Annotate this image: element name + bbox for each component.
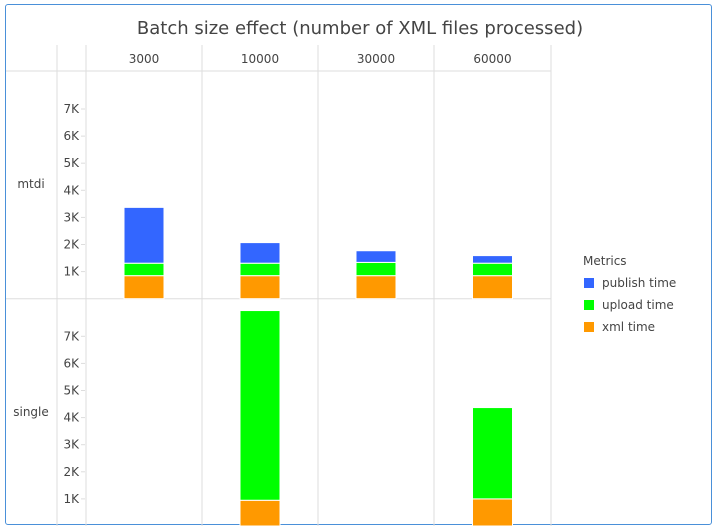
bar-xml-time-mtdi-10000 — [239, 275, 281, 300]
bar-upload-time-mtdi-60000 — [472, 262, 513, 277]
bar-xml-time-single-60000 — [472, 498, 513, 527]
legend-label: publish time — [602, 276, 676, 290]
y-tick-label: 4K — [63, 183, 80, 197]
bar-publish-time-mtdi-10000 — [239, 242, 281, 264]
column-header: 60000 — [473, 52, 511, 66]
y-tick-label: 2K — [63, 238, 80, 252]
bar-xml-time-mtdi-60000 — [472, 275, 513, 300]
row-label: mtdi — [17, 177, 44, 191]
y-tick-label: 2K — [63, 465, 80, 479]
chart-frame — [5, 4, 712, 525]
y-tick-label: 3K — [63, 210, 80, 224]
bar-publish-time-mtdi-3000 — [123, 206, 165, 264]
bar-publish-time-mtdi-60000 — [472, 255, 513, 264]
y-tick-label: 7K — [63, 329, 80, 343]
y-tick-label: 6K — [63, 356, 80, 370]
legend-swatch — [584, 278, 594, 288]
y-tick-label: 6K — [63, 129, 80, 143]
legend: Metrics publish time upload time xml time — [583, 254, 676, 334]
column-header: 30000 — [357, 52, 395, 66]
legend-label: upload time — [602, 298, 674, 312]
y-tick-label: 3K — [63, 438, 80, 452]
bar-upload-time-single-60000 — [472, 407, 513, 500]
legend-label: xml time — [602, 320, 655, 334]
y-tick-label: 5K — [63, 156, 80, 170]
bar-upload-time-single-10000 — [239, 310, 281, 501]
y-tick-label: 5K — [63, 384, 80, 398]
column-header: 3000 — [129, 52, 160, 66]
bar-xml-time-mtdi-30000 — [355, 275, 397, 300]
legend-title: Metrics — [583, 254, 627, 268]
bar-upload-time-mtdi-3000 — [123, 262, 165, 277]
y-tick-label: 1K — [63, 492, 80, 506]
bar-publish-time-mtdi-30000 — [355, 250, 397, 263]
bar-xml-time-mtdi-3000 — [123, 275, 165, 300]
legend-swatch — [584, 300, 594, 310]
legend-swatch — [584, 322, 594, 332]
bar-xml-time-single-10000 — [239, 499, 281, 527]
y-tick-label: 1K — [63, 265, 80, 279]
row-label: single — [13, 405, 49, 419]
column-header: 10000 — [241, 52, 279, 66]
y-tick-label: 7K — [63, 102, 80, 116]
bar-upload-time-mtdi-30000 — [355, 261, 397, 277]
chart-title: Batch size effect (number of XML files p… — [137, 18, 583, 39]
bar-upload-time-mtdi-10000 — [239, 262, 281, 277]
y-tick-label: 4K — [63, 411, 80, 425]
